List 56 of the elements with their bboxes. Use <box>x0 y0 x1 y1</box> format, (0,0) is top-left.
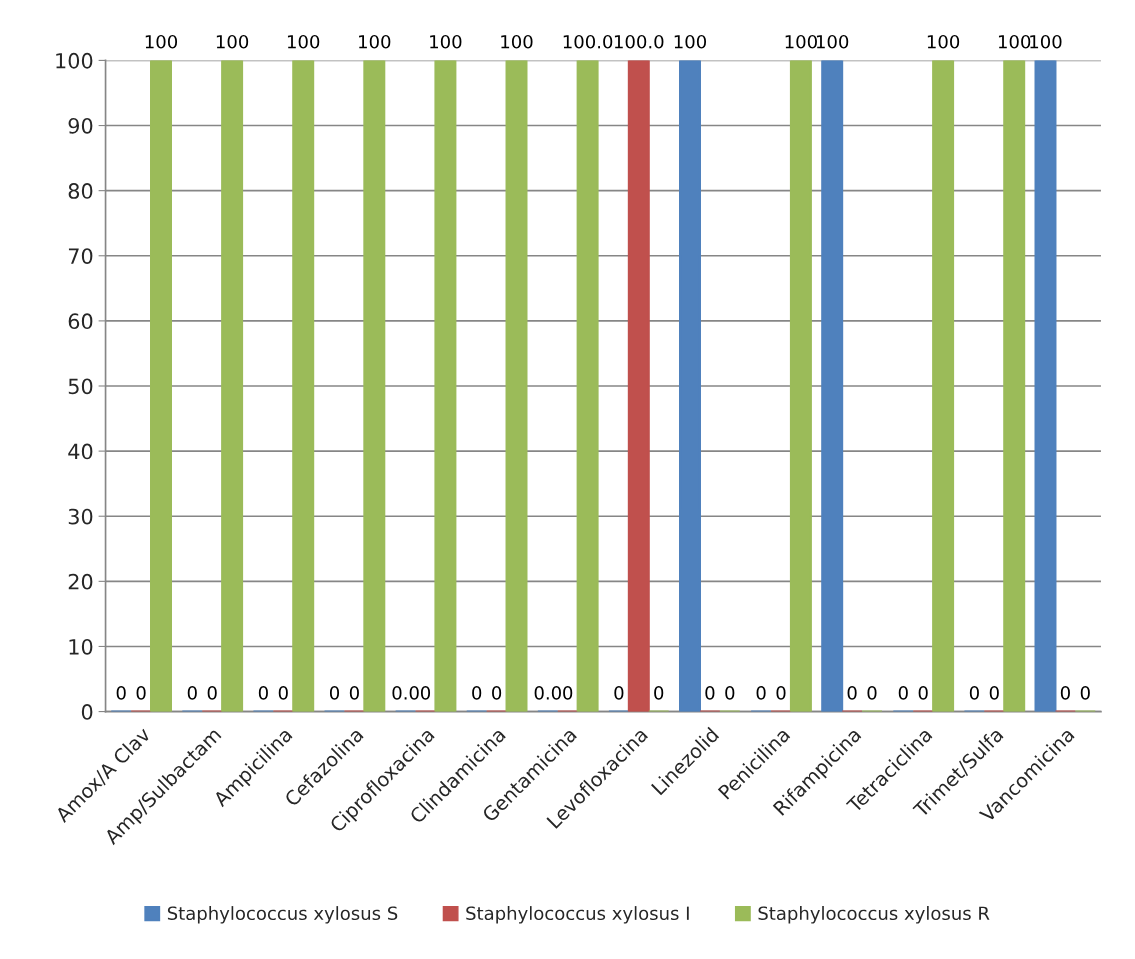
data-label: 0 <box>989 686 999 700</box>
data-label: 0 <box>614 686 624 700</box>
data-label: 0 <box>349 686 359 700</box>
y-tick-label: 10 <box>69 638 93 655</box>
data-label: 0 <box>207 686 217 700</box>
y-tick-label: 30 <box>68 508 93 525</box>
data-label: 100 <box>785 34 817 49</box>
data-label: 100 <box>501 34 533 49</box>
data-label: 0 <box>116 686 126 700</box>
data-label: 100 <box>145 34 178 49</box>
data-label: 100.0 <box>563 34 613 49</box>
data-label: 0 <box>847 686 857 700</box>
data-label: 0 <box>492 686 502 700</box>
data-label: 0 <box>278 686 288 700</box>
data-label: 100 <box>216 34 249 49</box>
data-label: 0 <box>969 686 979 700</box>
y-tick-label: 40 <box>68 443 93 460</box>
data-label: 100 <box>430 34 462 49</box>
data-label: 0.0 <box>534 686 561 700</box>
legend-label: Staphylococcus xylosus I <box>466 906 689 924</box>
data-label: 0 <box>258 686 268 700</box>
data-label: 0 <box>654 686 664 700</box>
data-label: 0 <box>420 686 431 700</box>
data-label: 0 <box>1080 686 1090 700</box>
y-tick-label: 80 <box>68 183 93 199</box>
data-label: 0 <box>705 686 715 700</box>
data-label: 0 <box>725 686 735 700</box>
data-label: 100 <box>359 34 391 49</box>
data-label: 0 <box>867 686 877 700</box>
data-label: 0 <box>563 686 573 700</box>
data-label: 0 <box>136 686 146 700</box>
data-label: 0 <box>472 686 482 700</box>
data-label: 0 <box>898 686 908 700</box>
data-label: 100.0 <box>614 34 664 49</box>
data-label: 0 <box>756 686 766 700</box>
y-tick-label: 90 <box>68 117 93 134</box>
legend-label: Staphylococcus xylosus R <box>758 906 990 924</box>
data-label: 0 <box>187 686 197 700</box>
legend-label: Staphylococcus xylosus S <box>167 906 398 924</box>
data-label: 0.0 <box>392 686 419 700</box>
data-label: 0 <box>776 686 786 700</box>
y-tick-label: 70 <box>68 248 93 264</box>
y-tick-label: 0 <box>81 704 93 720</box>
data-label: 0 <box>329 686 340 700</box>
y-tick-label: 60 <box>68 313 93 330</box>
data-label: 100 <box>816 34 849 49</box>
y-tick-label: 100 <box>56 52 93 69</box>
data-label: 0 <box>918 686 928 700</box>
data-label: 100 <box>287 34 320 49</box>
data-label: 100 <box>674 34 707 49</box>
data-label: 100 <box>927 34 960 49</box>
data-label: 100 <box>1030 34 1062 49</box>
data-label: 0 <box>1060 686 1070 700</box>
y-tick-label: 20 <box>68 573 93 590</box>
data-label: 100 <box>998 34 1031 49</box>
y-tick-label: 50 <box>68 378 93 395</box>
